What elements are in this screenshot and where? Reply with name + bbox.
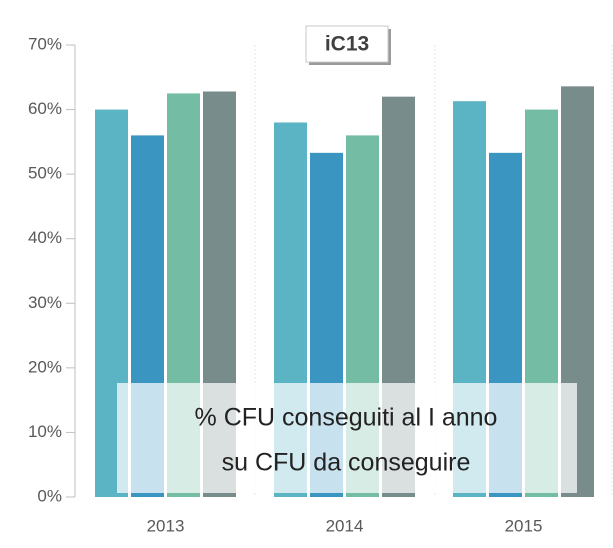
y-tick-label: 70% [28, 34, 62, 53]
x-tick-label: 2015 [505, 516, 543, 535]
y-tick-label: 10% [28, 422, 62, 441]
chart-title: iC13 [325, 33, 369, 56]
x-tick-label: 2014 [326, 516, 364, 535]
y-tick-label: 40% [28, 228, 62, 247]
y-tick-label: 0% [37, 486, 62, 505]
y-tick-label: 30% [28, 293, 62, 312]
y-tick-label: 60% [28, 99, 62, 118]
annotation: su CFU da conseguire [222, 449, 471, 477]
title-box [305, 25, 389, 63]
y-tick-label: 20% [28, 357, 62, 376]
x-tick-label: 2013 [147, 516, 185, 535]
annotation: % CFU conseguiti al I anno [195, 404, 498, 432]
y-tick-label: 50% [28, 164, 62, 183]
annotation-box [117, 383, 577, 493]
